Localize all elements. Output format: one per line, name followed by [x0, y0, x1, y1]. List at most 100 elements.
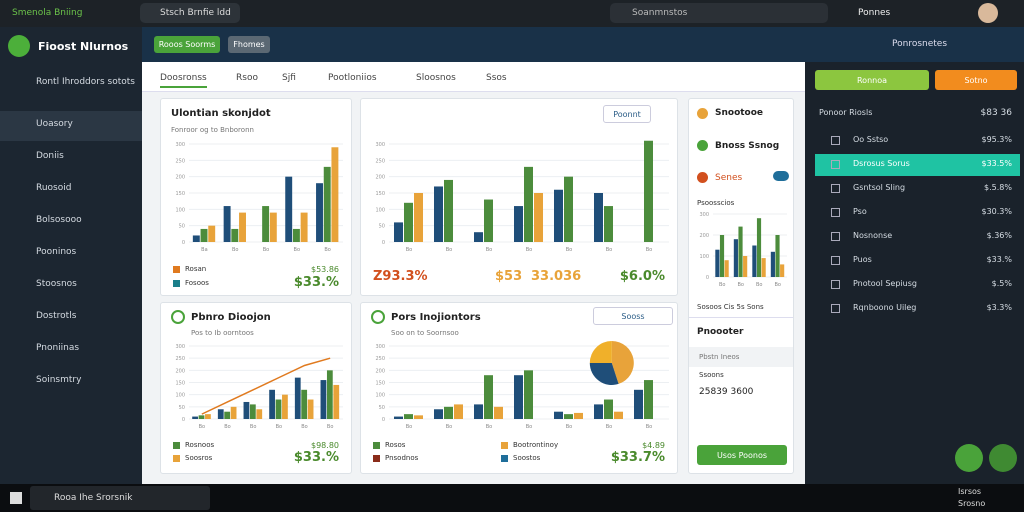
list-row[interactable]: Pnotool Sepiusg $.5% [815, 274, 1020, 296]
y-tick-label: 300 [375, 142, 385, 148]
row-value: $33.5% [981, 159, 1012, 168]
bar [320, 380, 327, 419]
nav-item[interactable]: Rontl Ihroddors sotots [36, 77, 135, 87]
x-tick-label: Ba [201, 247, 208, 253]
row-label[interactable]: Bnoss Ssnog [715, 141, 780, 151]
bar [614, 411, 623, 419]
nav-item[interactable]: Doniis [36, 151, 64, 161]
avatar[interactable] [978, 3, 998, 23]
search-box[interactable]: Rooa Ihe Srorsnik [30, 486, 210, 510]
list-row[interactable]: Dsrosus Sorus $33.5% [815, 154, 1020, 176]
nav-item[interactable]: Dostrotls [36, 311, 77, 321]
bar [331, 147, 339, 242]
bar [217, 409, 224, 419]
nav-item[interactable]: Bolsosooo [36, 215, 82, 225]
button[interactable]: Rooos Soorms [154, 36, 220, 53]
button[interactable]: Poonnt [603, 105, 651, 123]
row-label: Pso [853, 207, 867, 216]
row-label[interactable]: Senes [715, 173, 743, 183]
legend-label: Bootrontinoy [513, 441, 559, 449]
icon [831, 232, 840, 241]
tab[interactable]: Pootloniios [328, 73, 377, 83]
nav-item[interactable]: Pooninos [36, 247, 77, 257]
bar [275, 399, 282, 419]
nav-item[interactable]: Soinsmtry [36, 375, 82, 385]
nav-item[interactable]: Uoasory [0, 111, 142, 141]
bar [752, 245, 757, 277]
row-value: $3.3% [986, 303, 1012, 312]
time: Isrsos [958, 487, 982, 496]
tab[interactable]: Rsoo [236, 73, 258, 83]
y-tick-label: 50 [379, 405, 385, 411]
row-label: Puos [853, 255, 872, 264]
bar [292, 228, 300, 242]
row-label: Oo Sstso [853, 135, 889, 144]
y-tick-label: 200 [375, 175, 385, 181]
row-label[interactable]: Snootooe [715, 108, 764, 118]
y-tick-label: 300 [175, 142, 185, 148]
fab[interactable] [989, 444, 1017, 472]
legend-label: Soostos [513, 454, 541, 462]
button[interactable]: Usos Poonos [697, 445, 787, 465]
stat: $33.% [293, 275, 339, 290]
bar [756, 218, 762, 277]
bar [484, 199, 493, 242]
y-tick-label: 50 [379, 224, 385, 230]
row-value: $.36% [986, 231, 1012, 240]
button[interactable]: Fhomes [228, 36, 270, 53]
tab[interactable]: Sjfi [282, 73, 296, 83]
button[interactable]: Sotno [935, 70, 1017, 90]
tab[interactable]: Sloosnos [416, 73, 456, 83]
x-tick-label: Bo [738, 282, 745, 288]
nav-item[interactable]: Pnoniinas [36, 343, 80, 353]
tab[interactable]: Smenola Bniing [12, 8, 83, 18]
stat: $98.80 [311, 441, 339, 450]
y-tick-label: 0 [182, 240, 185, 246]
label: Ssoons [699, 371, 724, 379]
fab[interactable] [955, 444, 983, 472]
tab[interactable]: Stsch Brnfie ldd [140, 3, 240, 23]
bar [434, 186, 443, 242]
y-tick-label: 200 [699, 233, 709, 239]
bar [514, 375, 523, 419]
list-row[interactable]: Pso $30.3% [815, 202, 1020, 224]
list-row[interactable]: Puos $33.% [815, 250, 1020, 272]
card: Pors Inojiontors Soo on to Soornsoo Soos… [360, 302, 678, 474]
x-tick-label: Bo [486, 247, 493, 253]
list-row[interactable]: Oo Sstso $95.3% [815, 130, 1020, 152]
profile-label[interactable]: Ponnes [858, 8, 891, 18]
list-row[interactable]: Nosnonse $.36% [815, 226, 1020, 248]
nav-item[interactable]: Stoosnos [36, 279, 77, 289]
bar [307, 399, 314, 419]
bar [474, 232, 483, 242]
tab[interactable]: Ssos [486, 73, 507, 83]
bar [434, 409, 443, 419]
list-row[interactable]: Rqnboono Uileg $3.3% [815, 298, 1020, 320]
bar [301, 389, 308, 419]
nav-item[interactable]: Ruosoid [36, 183, 72, 193]
tab[interactable]: Doosronss [160, 73, 207, 88]
chart: 0 50 100 150 200 250 300 Bo Bo Bo Bo Bo Bo Bo [375, 341, 669, 430]
bar [269, 389, 275, 419]
x-tick-label: Bo [526, 247, 533, 253]
x-tick-label: Bo [756, 282, 763, 288]
bar [738, 226, 743, 277]
y-tick-label: 100 [375, 207, 385, 213]
row-value: $30.3% [981, 207, 1012, 216]
toggle[interactable] [773, 171, 789, 181]
button[interactable]: Ronnoa [815, 70, 929, 90]
side-panel: Snootooe Bnoss Ssnog Senes Psoosscios 0 1… [688, 98, 794, 474]
row-value: $95.3% [981, 135, 1012, 144]
x-tick-label: Bo [566, 247, 573, 253]
chart: 0 50 100 150 200 250 300 Bo Bo Bo Bo Bo Bo Bo [375, 140, 669, 253]
x-tick-label: Bo [263, 247, 270, 253]
bar [294, 377, 301, 419]
value: 25839 3600 [699, 387, 754, 397]
start[interactable] [10, 492, 22, 504]
address-bar[interactable]: Soanmnstos [610, 3, 828, 23]
y-tick-label: 250 [175, 158, 185, 164]
button[interactable]: Sooss [593, 307, 673, 325]
list-row[interactable]: Gsntsol Sling $.5.8% [815, 178, 1020, 200]
x-tick-label: Bo [294, 247, 301, 253]
